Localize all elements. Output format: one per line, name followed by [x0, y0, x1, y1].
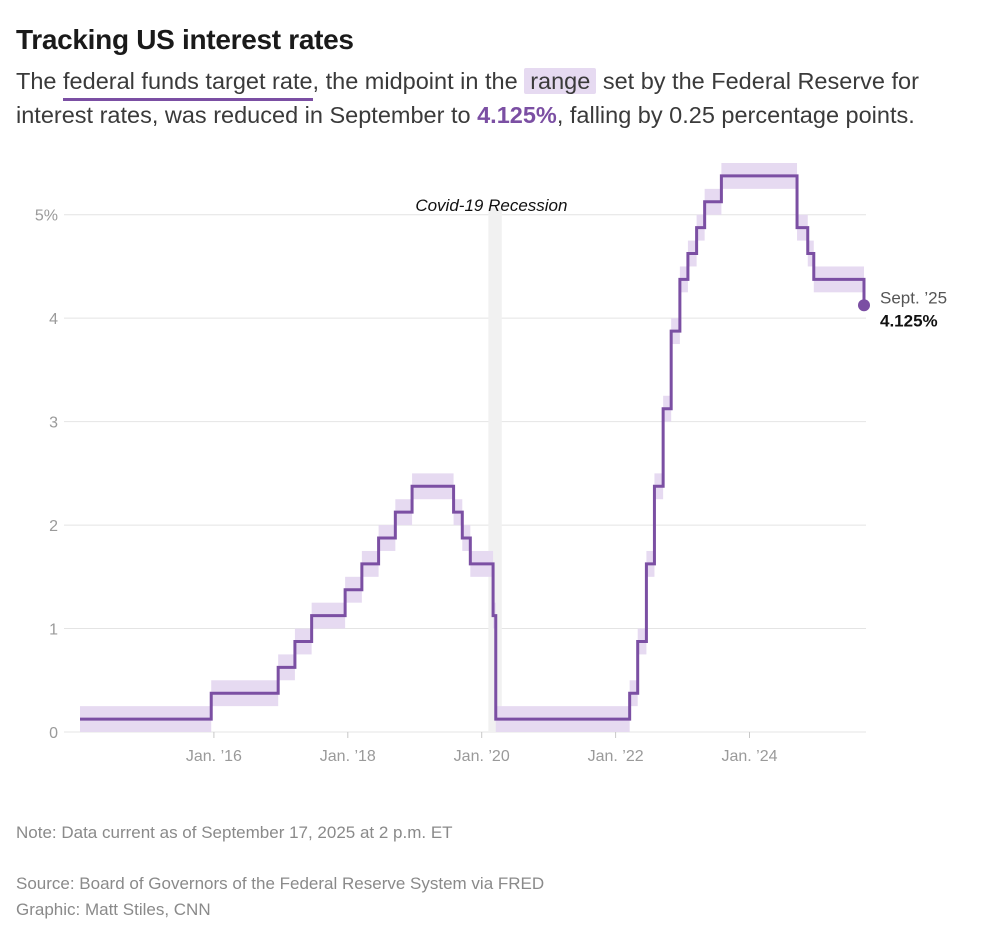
- y-gridlines: [64, 214, 866, 733]
- x-tick-label-1: Jan. ’18: [320, 748, 376, 765]
- y-tick-label-3: 3: [49, 415, 58, 432]
- x-tick-label-0: Jan. ’16: [186, 748, 242, 765]
- y-tick-label-2: 2: [49, 518, 58, 535]
- subtitle-text-4: , falling by 0.25 percentage points.: [556, 102, 915, 128]
- subtitle-text-1: The: [16, 68, 64, 94]
- graphic-credit: Graphic: Matt Stiles, CNN: [16, 900, 211, 919]
- x-axis: Jan. ’16 Jan. ’18 Jan. ’20 Jan. ’22 Jan. ’24: [186, 732, 778, 765]
- chart-subtitle: The federal funds target rate, the midpo…: [16, 64, 976, 132]
- federal-funds-rate-highlight: federal funds target rate: [63, 64, 313, 101]
- rate-series: [80, 174, 866, 721]
- y-tick-label-1: 1: [49, 622, 58, 639]
- x-tick-label-4: Jan. ’24: [721, 748, 777, 765]
- credits: Source: Board of Governors of the Federa…: [16, 871, 544, 923]
- latest-date-label: Sept. ’25: [880, 288, 947, 307]
- y-tick-label-4: 4: [49, 311, 58, 328]
- y-axis: 0 1 2 3 4 5%: [35, 208, 58, 742]
- target-range-bands: [80, 163, 864, 732]
- chart-title: Tracking US interest rates: [16, 24, 354, 55]
- source-line: Source: Board of Governors of the Federa…: [16, 874, 545, 893]
- data-note: Note: Data current as of September 17, 2…: [16, 823, 453, 842]
- rate-chart: 0 1 2 3 4 5% Jan. ’16 Jan. ’18 Jan. ’20 Jan. ’22…: [35, 163, 947, 765]
- x-tick-label-2: Jan. ’20: [454, 748, 510, 765]
- latest-rate-marker: [857, 299, 870, 312]
- y-tick-label-5: 5%: [35, 208, 58, 225]
- rate-step-line: [80, 174, 866, 721]
- subtitle-text-3: set by the Federal Reserve for interest …: [16, 68, 919, 128]
- latest-value-label: 4.125%: [880, 311, 938, 330]
- x-tick-label-3: Jan. ’22: [588, 748, 644, 765]
- y-tick-label-0: 0: [49, 725, 58, 742]
- subtitle-text-2: , the midpoint in the: [312, 68, 525, 94]
- range-highlight: range: [524, 68, 597, 94]
- recession-label: Covid-19 Recession: [415, 196, 567, 215]
- current-rate-highlight: 4.125%: [477, 102, 557, 128]
